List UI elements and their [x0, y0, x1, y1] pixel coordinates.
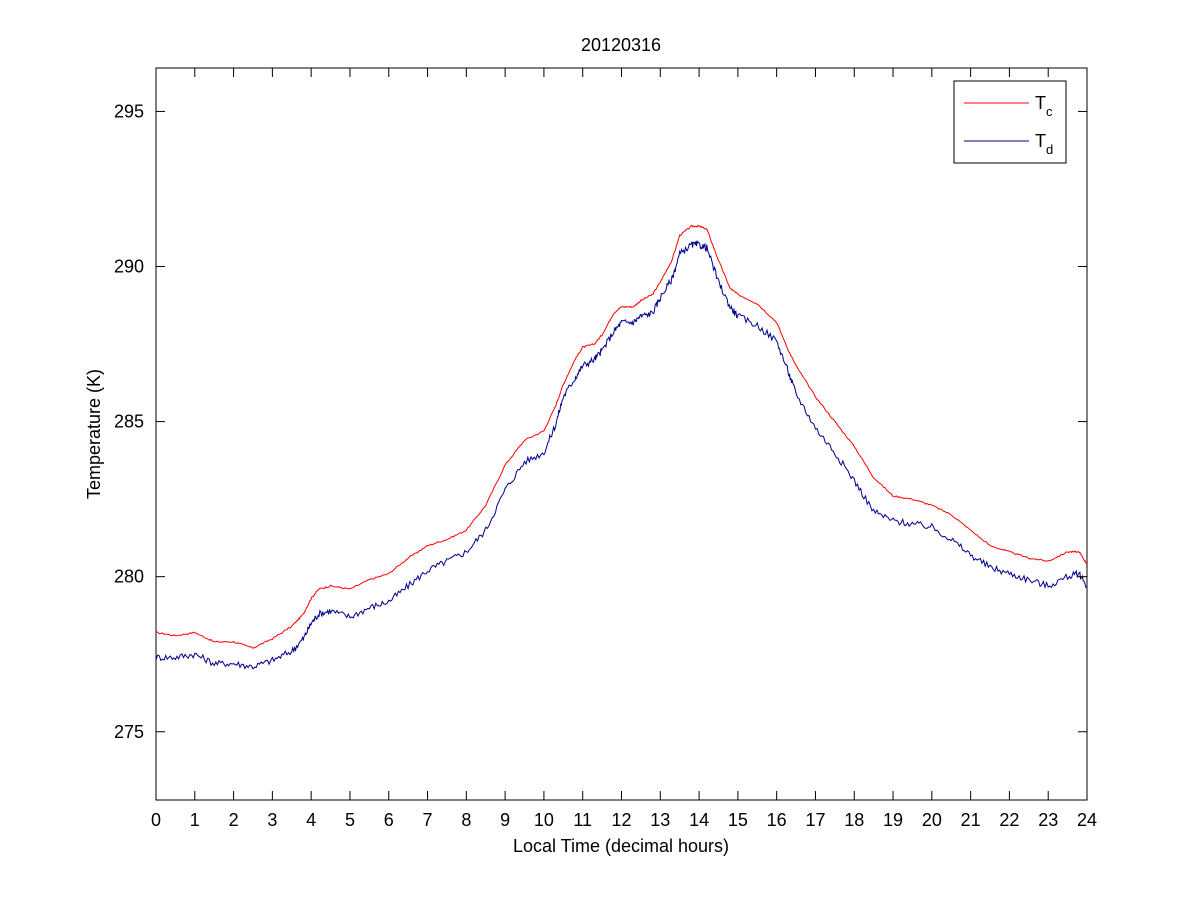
- x-axis-label: Local Time (decimal hours): [513, 836, 729, 856]
- x-tick-label: 22: [999, 810, 1019, 830]
- y-axis-label: Temperature (K): [84, 369, 104, 499]
- x-tick-label: 11: [573, 810, 592, 830]
- y-tick-label: 275: [114, 722, 144, 742]
- x-tick-label: 24: [1077, 810, 1097, 830]
- x-tick-label: 12: [611, 810, 631, 830]
- legend-label-td-main: T: [1035, 131, 1046, 151]
- x-tick-label: 6: [384, 810, 394, 830]
- x-axis-ticks: 0 1 2 3 4 5 6 7 8 9 10 11 12 13 14 15 16 17 18 19 20 21 22 23 24: [151, 68, 1097, 830]
- x-tick-label: 15: [728, 810, 748, 830]
- x-tick-label: 14: [689, 810, 709, 830]
- legend-label-td: Td: [1035, 131, 1053, 157]
- x-tick-label: 3: [267, 810, 277, 830]
- legend-label-tc-main: T: [1035, 93, 1046, 113]
- series-layer: [155, 224, 1088, 670]
- y-tick-label: 290: [114, 257, 144, 277]
- y-axis-ticks: 275 280 285 290 295: [114, 101, 1087, 742]
- y-tick-label: 285: [114, 412, 144, 432]
- legend-label-tc: Tc: [1035, 93, 1053, 119]
- x-tick-label: 4: [306, 810, 316, 830]
- x-tick-label: 10: [534, 810, 554, 830]
- x-tick-label: 17: [805, 810, 825, 830]
- y-tick-label: 295: [114, 101, 144, 121]
- x-tick-label: 8: [461, 810, 471, 830]
- x-tick-label: 21: [961, 810, 981, 830]
- x-tick-label: 2: [229, 810, 239, 830]
- x-tick-label: 19: [883, 810, 903, 830]
- x-tick-label: 16: [767, 810, 787, 830]
- x-tick-label: 18: [844, 810, 864, 830]
- x-tick-label: 5: [345, 810, 355, 830]
- x-tick-label: 1: [190, 810, 200, 830]
- plot-area: [155, 67, 1088, 801]
- x-tick-label: 20: [922, 810, 942, 830]
- y-tick-label: 280: [114, 567, 144, 587]
- series-line-c: [155, 224, 1088, 650]
- x-tick-label: 0: [151, 810, 161, 830]
- legend-label-tc-sub: c: [1046, 104, 1053, 119]
- x-tick-label: 7: [423, 810, 433, 830]
- x-tick-label: 23: [1038, 810, 1058, 830]
- legend-label-td-sub: d: [1046, 142, 1053, 157]
- series-line-d: [155, 239, 1088, 670]
- x-tick-label: 9: [500, 810, 510, 830]
- chart-title: 20120316: [581, 35, 661, 55]
- legend: Tc Td: [953, 80, 1067, 164]
- legend-box: [953, 80, 1067, 164]
- x-tick-label: 13: [650, 810, 670, 830]
